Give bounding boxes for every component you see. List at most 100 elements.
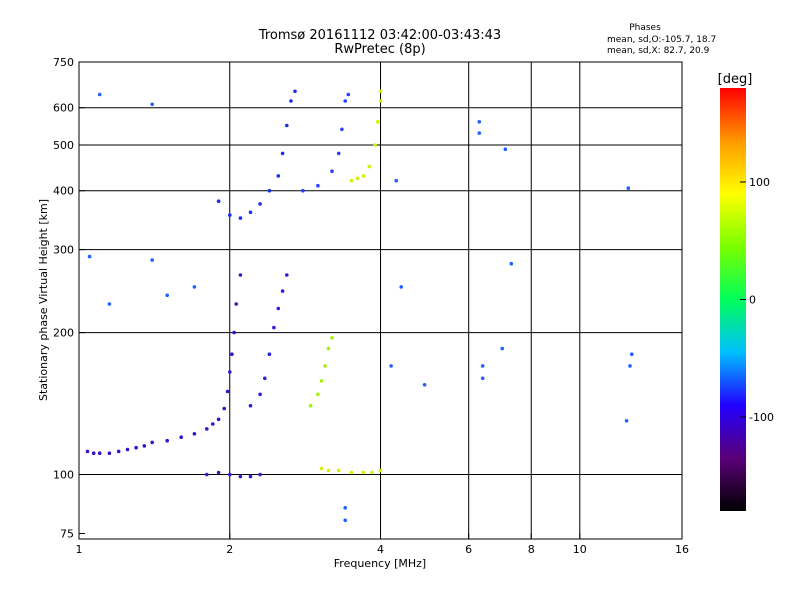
colorbar-label: [deg] xyxy=(718,72,753,87)
data-point xyxy=(301,188,305,193)
data-point xyxy=(319,466,324,471)
data-point xyxy=(394,178,399,183)
data-point xyxy=(222,406,226,411)
data-point xyxy=(361,174,366,178)
data-point xyxy=(150,258,154,262)
y-tick-label: 500 xyxy=(53,139,74,152)
data-point xyxy=(628,364,632,368)
data-point xyxy=(280,289,285,293)
data-point xyxy=(480,376,485,381)
data-point xyxy=(165,438,169,443)
series-o-mode-f-layer-trace xyxy=(216,89,297,220)
data-point xyxy=(276,174,281,178)
data-point xyxy=(285,273,289,277)
data-point xyxy=(230,352,234,357)
data-point xyxy=(330,169,334,173)
data-point xyxy=(91,451,96,456)
data-point xyxy=(326,346,331,351)
data-point xyxy=(480,364,485,368)
series-o-mode-upper-trace xyxy=(301,92,351,193)
x-tick-label: 16 xyxy=(675,543,689,556)
data-point xyxy=(355,176,360,181)
chart-subtitle: RwPretec (8p) xyxy=(334,42,425,57)
data-point xyxy=(336,468,341,473)
data-point xyxy=(361,470,366,475)
data-point xyxy=(316,183,320,188)
data-point xyxy=(293,89,297,94)
data-point xyxy=(232,330,236,335)
series-x-mode-mid-trace xyxy=(308,336,334,408)
data-point xyxy=(370,470,375,475)
x-tick-label: 1 xyxy=(76,543,83,556)
x-axis-label: Frequency [MHz] xyxy=(334,557,426,570)
y-tick-label: 300 xyxy=(53,244,74,257)
data-point xyxy=(389,364,393,368)
data-point xyxy=(87,254,92,259)
data-point xyxy=(378,89,383,94)
data-point xyxy=(349,178,354,183)
data-point xyxy=(216,470,221,475)
data-point xyxy=(422,383,427,387)
series-o-mode-mid-trace xyxy=(248,273,289,408)
data-point xyxy=(285,123,289,128)
data-point xyxy=(150,440,154,445)
colorbar-ticks: 100 0 -100 xyxy=(740,176,774,424)
data-point xyxy=(150,102,154,107)
data-point xyxy=(267,188,272,193)
y-tick-label: 200 xyxy=(53,327,74,340)
phase-info-line1: mean, sd,O:-105.7, 18.7 xyxy=(607,35,716,45)
data-point xyxy=(319,379,324,383)
data-point xyxy=(340,127,344,132)
x-tick-label: 2 xyxy=(226,543,233,556)
y-tick-label: 100 xyxy=(53,469,74,482)
y-tick-label: 75 xyxy=(60,527,74,540)
data-point xyxy=(378,99,383,103)
series-o-mode-e-echoes xyxy=(205,470,262,479)
y-tick-label: 600 xyxy=(53,102,74,115)
data-point xyxy=(399,285,404,289)
data-point xyxy=(630,352,634,357)
data-point xyxy=(326,468,331,473)
data-point xyxy=(238,216,243,220)
data-point xyxy=(238,273,243,277)
series-x-mode-f-trace xyxy=(349,89,383,183)
data-point xyxy=(624,419,629,423)
data-point xyxy=(330,336,334,340)
series-sparse xyxy=(87,92,634,523)
colorbar-tick-label: -100 xyxy=(749,411,774,424)
data-point xyxy=(228,472,232,477)
data-point xyxy=(165,293,169,298)
grid-lines xyxy=(79,62,682,539)
data-point xyxy=(267,352,272,357)
data-point xyxy=(346,92,351,97)
data-point xyxy=(343,506,348,510)
data-point xyxy=(248,403,253,408)
data-points xyxy=(85,89,634,523)
data-point xyxy=(272,325,276,330)
data-point xyxy=(376,120,380,124)
series-e-layer-echoes xyxy=(319,466,383,475)
phase-info-title: Phases xyxy=(629,23,661,33)
data-point xyxy=(107,451,112,456)
data-point xyxy=(258,202,262,206)
data-point xyxy=(234,302,238,306)
data-point xyxy=(97,451,102,456)
data-point xyxy=(134,445,138,450)
x-tick-label: 4 xyxy=(377,543,384,556)
data-point xyxy=(192,432,197,436)
data-point xyxy=(142,444,147,448)
data-point xyxy=(211,422,215,426)
data-point xyxy=(192,285,197,289)
data-point xyxy=(378,468,383,473)
colorbar-tick-label: 0 xyxy=(749,294,756,307)
x-axis: 1 2 4 6 8 10 16 xyxy=(76,533,689,556)
x-tick-label: 10 xyxy=(573,543,587,556)
data-point xyxy=(276,306,281,311)
data-point xyxy=(349,470,354,475)
phase-info-line2: mean, sd,X: 82.7, 20.9 xyxy=(607,46,710,56)
y-tick-label: 750 xyxy=(53,56,74,69)
data-point xyxy=(258,472,262,477)
data-point xyxy=(116,449,121,454)
x-tick-label: 8 xyxy=(528,543,535,556)
y-tick-label: 400 xyxy=(53,185,74,198)
